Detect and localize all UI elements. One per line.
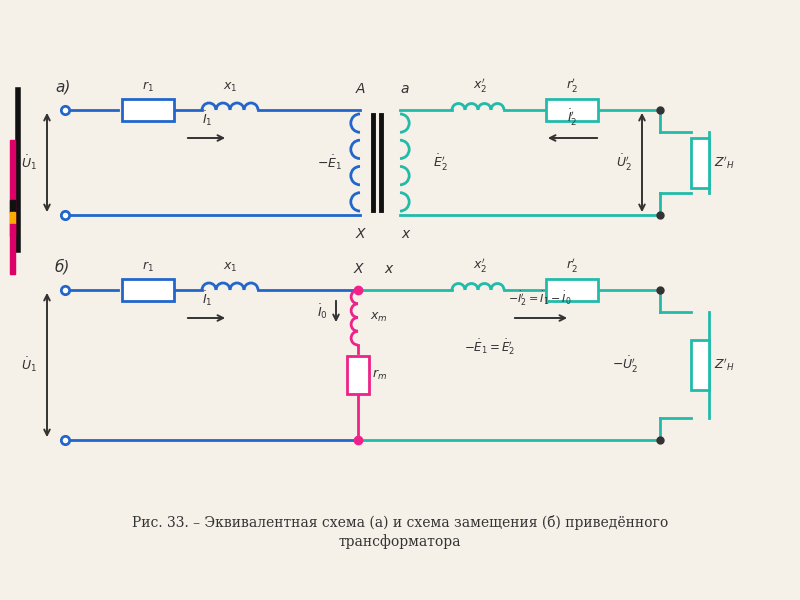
Text: б): б) xyxy=(55,259,70,274)
Text: $x_1$: $x_1$ xyxy=(222,261,238,274)
Text: $x_m$: $x_m$ xyxy=(370,311,388,324)
Bar xyxy=(691,137,709,187)
Text: $r_1$: $r_1$ xyxy=(142,260,154,274)
Text: $\dot{I}_1$: $\dot{I}_1$ xyxy=(202,289,212,308)
Text: $-\dot{I}_2'=\dot{I}_1-\dot{I}_0$: $-\dot{I}_2'=\dot{I}_1-\dot{I}_0$ xyxy=(508,290,572,308)
Text: $-\dot{E}_1$: $-\dot{E}_1$ xyxy=(318,153,342,172)
Bar xyxy=(10,212,15,224)
Bar xyxy=(347,356,369,394)
Text: $\dot{I}_2'$: $\dot{I}_2'$ xyxy=(566,108,578,128)
Text: $x_1$: $x_1$ xyxy=(222,81,238,94)
Text: $r_1$: $r_1$ xyxy=(142,80,154,94)
Bar xyxy=(122,279,174,301)
Text: $r_2'$: $r_2'$ xyxy=(566,76,578,94)
Text: X: X xyxy=(355,227,365,241)
Text: а): а) xyxy=(55,79,70,94)
Text: x: x xyxy=(401,227,409,241)
Text: $x_2'$: $x_2'$ xyxy=(473,76,487,94)
Text: $-\dot{U}_2'$: $-\dot{U}_2'$ xyxy=(612,355,638,375)
Bar xyxy=(546,99,598,121)
Text: $Z'_H$: $Z'_H$ xyxy=(714,154,735,171)
Bar xyxy=(691,340,709,390)
Text: $\dot{E}_2'$: $\dot{E}_2'$ xyxy=(433,152,447,173)
Text: $\dot{I}_0$: $\dot{I}_0$ xyxy=(317,302,328,322)
Bar xyxy=(10,140,15,274)
Bar xyxy=(546,279,598,301)
Bar xyxy=(10,224,15,236)
Text: A: A xyxy=(355,82,365,96)
Text: X: X xyxy=(354,262,362,276)
Text: x: x xyxy=(384,262,392,276)
Text: трансформатора: трансформатора xyxy=(338,535,462,550)
Bar xyxy=(10,200,15,212)
Text: $r_m$: $r_m$ xyxy=(372,368,387,382)
Text: Рис. 33. – Эквивалентная схема (а) и схема замещения (б) приведённого: Рис. 33. – Эквивалентная схема (а) и схе… xyxy=(132,514,668,529)
Text: a: a xyxy=(401,82,410,96)
Text: $\dot{U}_1$: $\dot{U}_1$ xyxy=(21,356,37,374)
Text: $Z'_H$: $Z'_H$ xyxy=(714,356,735,373)
Text: $\dot{I}_1$: $\dot{I}_1$ xyxy=(202,109,212,128)
Text: $\dot{U}_2'$: $\dot{U}_2'$ xyxy=(616,152,632,173)
Text: $\dot{U}_1$: $\dot{U}_1$ xyxy=(21,153,37,172)
Text: $x_2'$: $x_2'$ xyxy=(473,256,487,274)
Text: $-\dot{E}_1=\dot{E}_2'$: $-\dot{E}_1=\dot{E}_2'$ xyxy=(464,337,516,357)
Bar xyxy=(122,99,174,121)
Text: $r_2'$: $r_2'$ xyxy=(566,256,578,274)
